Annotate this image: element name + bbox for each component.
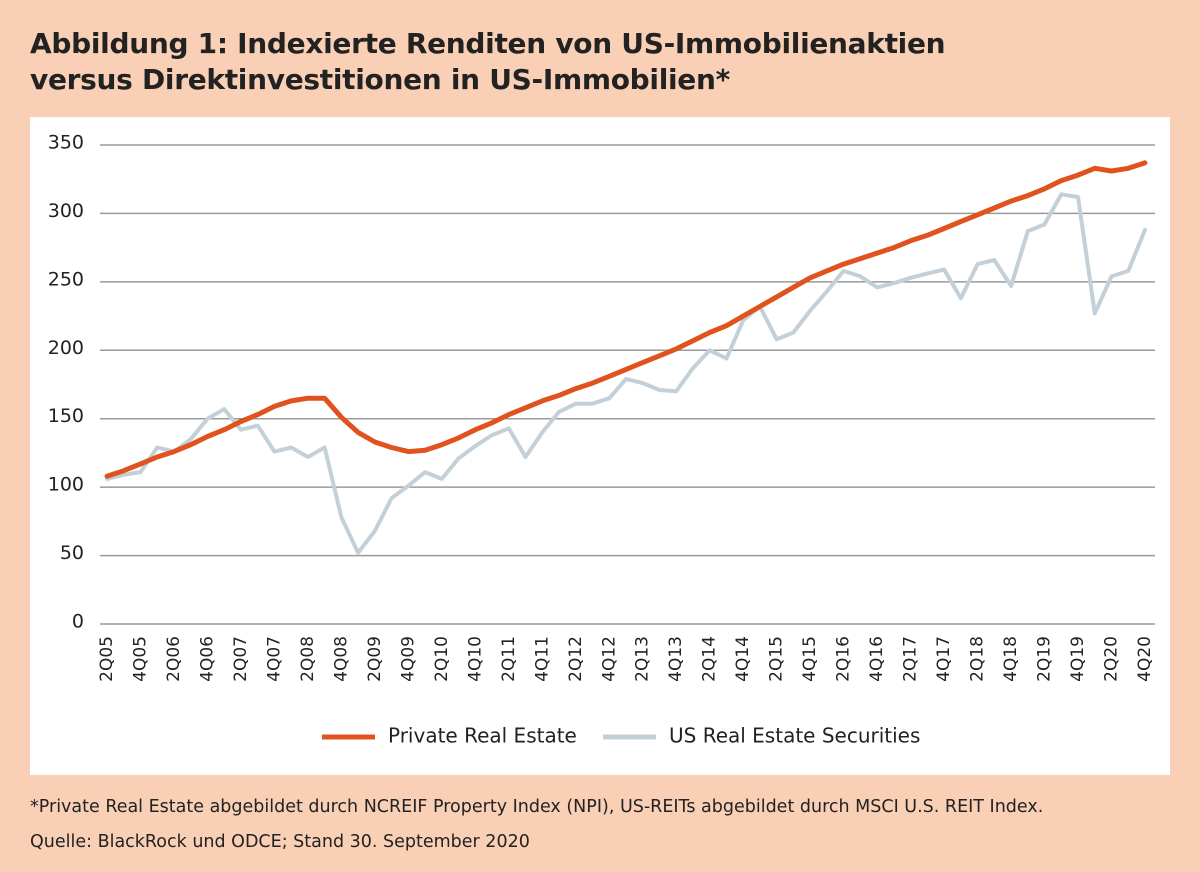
x-tick-label: 4Q17 [934, 636, 954, 682]
x-tick-label: 2Q19 [1035, 636, 1055, 682]
x-tick-label: 4Q07 [264, 636, 284, 682]
chart-title: Abbildung 1: Indexierte Renditen von US-… [30, 27, 946, 96]
x-tick-label: 4Q19 [1068, 636, 1088, 682]
legend-label: US Real Estate Securities [669, 724, 920, 748]
x-tick-label: 2Q05 [97, 636, 117, 682]
y-tick-label: 300 [48, 200, 84, 222]
x-tick-label: 2Q12 [566, 636, 586, 682]
x-tick-label: 2Q06 [164, 636, 184, 682]
x-tick-label: 2Q07 [231, 636, 251, 682]
x-tick-label: 2Q20 [1102, 636, 1122, 682]
x-tick-label: 2Q16 [834, 636, 854, 682]
x-tick-label: 4Q20 [1135, 636, 1155, 682]
x-tick-label: 4Q05 [130, 636, 150, 682]
x-tick-label: 4Q08 [331, 636, 351, 682]
x-tick-label: 4Q14 [733, 636, 753, 682]
x-tick-label: 4Q13 [666, 636, 686, 682]
footnote: *Private Real Estate abgebildet durch NC… [30, 797, 1044, 817]
y-tick-label: 100 [48, 474, 84, 496]
y-tick-label: 200 [48, 337, 84, 359]
x-tick-label: 2Q14 [700, 636, 720, 682]
x-tick-label: 4Q06 [197, 636, 217, 682]
x-tick-label: 4Q12 [599, 636, 619, 682]
x-tick-label: 2Q18 [968, 636, 988, 682]
x-tick-label: 2Q17 [901, 636, 921, 682]
x-tick-label: 2Q08 [298, 636, 318, 682]
legend-label: Private Real Estate [388, 724, 577, 748]
x-tick-label: 2Q10 [432, 636, 452, 682]
x-tick-label: 4Q18 [1001, 636, 1021, 682]
x-tick-label: 2Q15 [767, 636, 787, 682]
x-tick-label: 4Q11 [532, 636, 552, 682]
x-tick-label: 2Q09 [365, 636, 385, 682]
source: Quelle: BlackRock und ODCE; Stand 30. Se… [30, 832, 530, 852]
series-line [105, 192, 1147, 555]
x-tick-label: 4Q09 [398, 636, 418, 682]
series-line [104, 160, 1148, 479]
y-tick-label: 250 [48, 268, 84, 290]
plot-background [30, 117, 1170, 775]
x-tick-label: 2Q11 [499, 636, 519, 682]
x-tick-label: 4Q15 [800, 636, 820, 682]
y-tick-label: 0 [72, 611, 84, 633]
y-tick-label: 350 [48, 132, 84, 154]
y-tick-label: 150 [48, 405, 84, 427]
x-tick-label: 4Q16 [867, 636, 887, 682]
x-tick-label: 2Q13 [633, 636, 653, 682]
y-tick-label: 50 [60, 542, 84, 564]
x-tick-label: 4Q10 [465, 636, 485, 682]
